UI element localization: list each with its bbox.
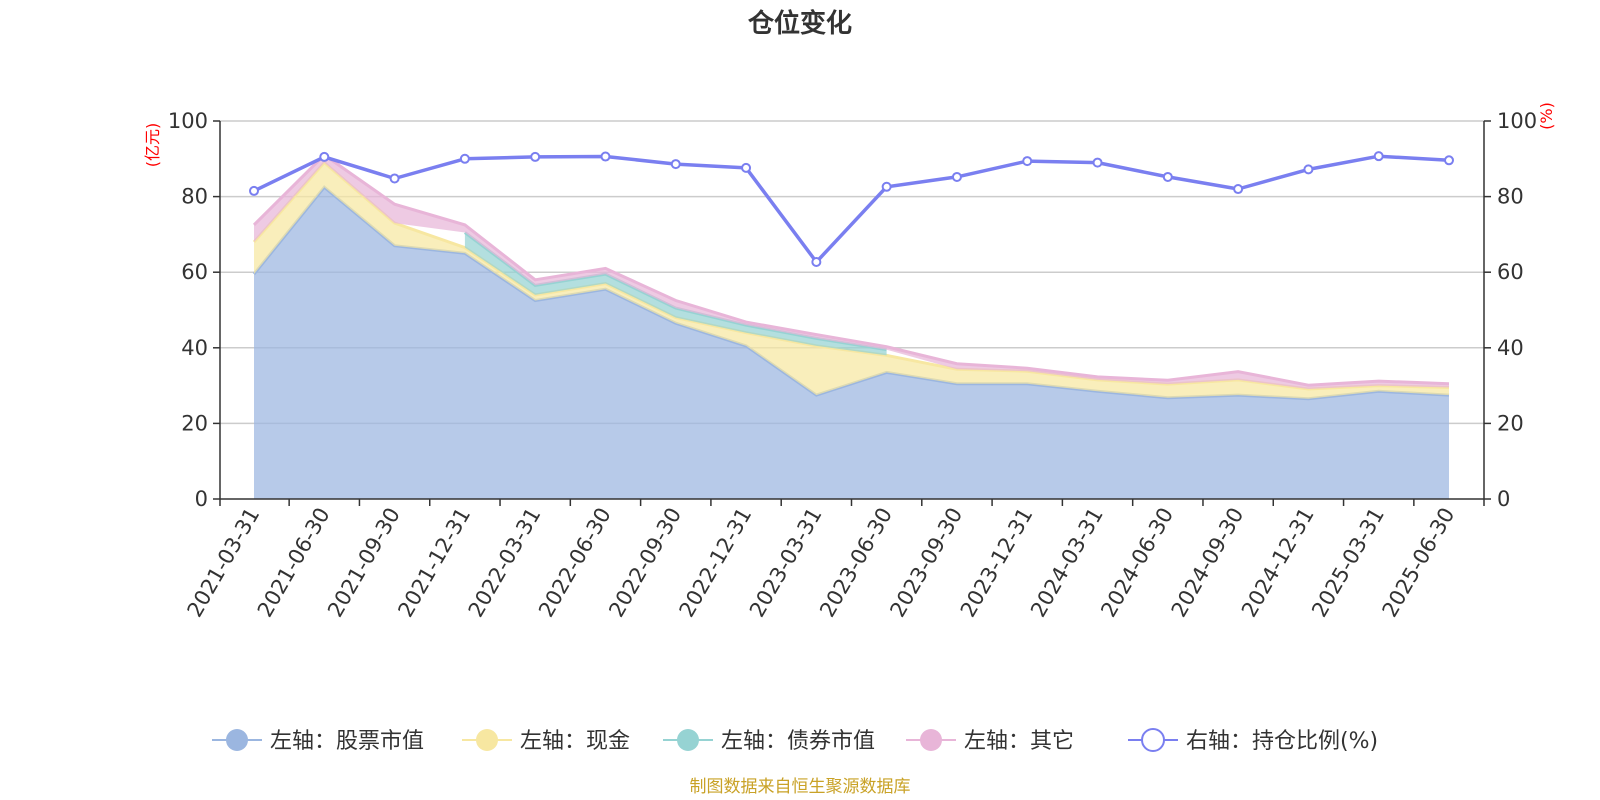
x-axis-tick-label: 2021-03-31 [183,504,265,622]
ratio-point [459,153,470,164]
x-axis-tick-label: 2024-06-30 [1096,504,1178,622]
ratio-point [811,256,822,267]
ratio-point [670,159,681,170]
x-axis-tick-label: 2024-12-31 [1237,504,1319,622]
ratio-point [530,151,541,162]
right-axis-tick-label: 80 [1497,185,1524,209]
x-axis-tick-label: 2025-03-31 [1307,504,1389,622]
legend-marker [1141,728,1165,752]
legend-label: 左轴：债券市值 [721,729,875,754]
x-axis-tick-label: 2021-06-30 [253,504,335,622]
chart-title: 仓位变化 [747,8,852,39]
right-axis-tick-label: 60 [1497,260,1524,284]
left-axis-unit: (亿元) [143,123,162,168]
ratio-line [253,154,1450,264]
legend-label: 右轴：持仓比例(%) [1186,729,1378,754]
x-axis-tick-label: 2021-09-30 [323,504,405,622]
legend-label: 左轴：其它 [964,729,1074,754]
left-axis-tick-label: 40 [181,336,208,360]
area-左轴：其它 [254,155,1449,389]
ratio-point [1373,151,1384,162]
ratio-point [951,171,962,182]
x-axis-tick-label: 2025-06-30 [1378,504,1460,622]
x-axis-tick-label: 2024-09-30 [1167,504,1249,622]
right-axis-tick-label: 20 [1497,411,1524,435]
x-axis-tick-label: 2022-03-31 [464,504,546,622]
data-source-note: 制图数据来自恒生聚源数据库 [690,777,911,797]
right-axis-tick-label: 0 [1497,487,1510,511]
legend-label: 左轴：现金 [520,729,630,754]
ratio-point [1303,164,1314,175]
ratio-point [1444,155,1454,166]
area-左轴：股票市值 [254,187,1449,499]
ratio-point [741,162,752,173]
left-axis-tick-label: 60 [181,260,208,284]
x-axis-tick-label: 2022-06-30 [534,504,616,622]
ratio-point [249,185,259,196]
left-axis-tick-label: 100 [168,109,208,133]
right-axis-tick-label: 100 [1497,109,1537,133]
stacked-area-series [252,153,1450,499]
left-axis-tick-label: 80 [181,185,208,209]
ratio-point [389,173,400,184]
x-axis-tick-label: 2023-06-30 [815,504,897,622]
ratio-point [600,151,611,162]
x-axis-tick-label: 2023-12-31 [956,504,1038,622]
legend-marker [920,729,942,751]
ratio-point [1022,156,1033,167]
ratio-point [881,181,892,192]
ratio-line-series [249,151,1454,267]
x-axis-tick-label: 2021-12-31 [393,503,475,621]
x-axis-tick-label: 2023-03-31 [745,504,827,622]
right-axis-tick-label: 40 [1497,336,1524,360]
legend-label: 左轴：股票市值 [270,729,424,754]
x-axis-tick-label: 2024-03-31 [1026,504,1108,622]
ratio-point [1233,184,1244,195]
x-axis-tick-label: 2023-09-30 [885,504,967,622]
ratio-point [319,151,330,162]
legend-marker [476,729,498,751]
legend-marker [226,729,248,751]
left-axis-tick-label: 0 [195,487,208,511]
ratio-point [1092,157,1103,168]
ratio-point [1162,171,1173,182]
left-axis-tick-label: 20 [181,411,208,435]
area-edge-左轴：其它 [252,153,1450,387]
x-axis-tick-label: 2022-12-31 [675,504,757,622]
legend-marker [677,729,699,751]
x-axis-tick-label: 2022-09-30 [604,504,686,622]
legend: 左轴：股票市值 左轴：现金 左轴：债券市值 左轴：其它 右轴：持仓比例(%) [212,728,1378,754]
right-axis-unit: (%) [1537,102,1556,130]
